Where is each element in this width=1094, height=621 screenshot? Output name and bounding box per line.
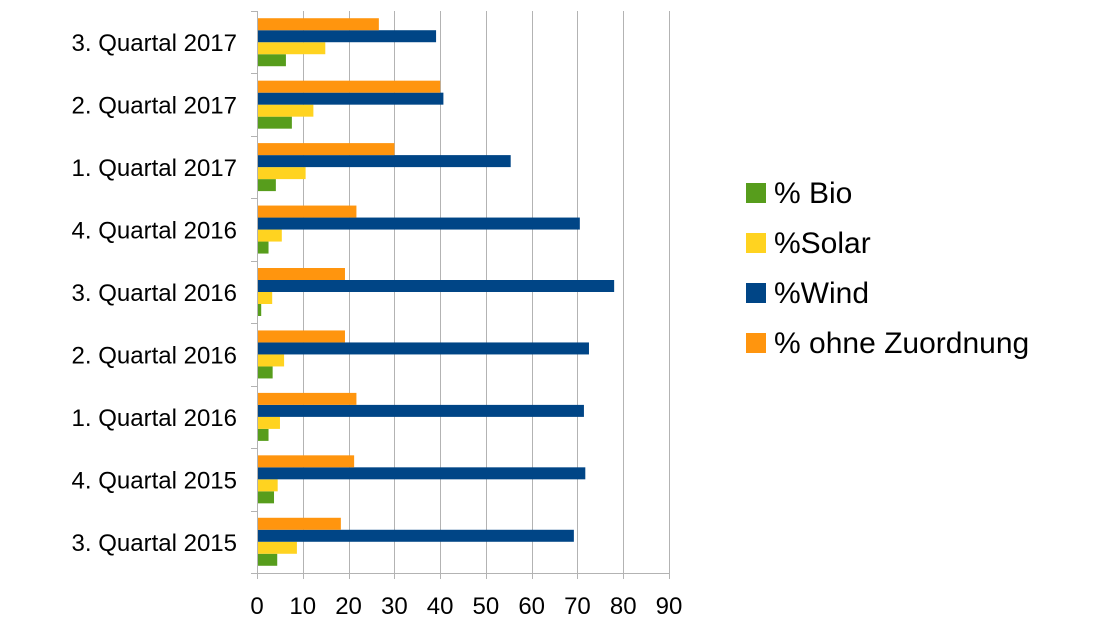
bar-ohne-zuordnung xyxy=(258,455,355,468)
bar-solar xyxy=(258,104,314,117)
bar-bio xyxy=(258,116,292,129)
bars xyxy=(258,18,615,566)
y-category-label: 4. Quartal 2016 xyxy=(72,218,237,245)
y-category-label: 1. Quartal 2016 xyxy=(72,405,237,432)
legend-label: % ohne Zuordnung xyxy=(774,327,1029,360)
legend-label: % Bio xyxy=(774,177,852,210)
bar-solar xyxy=(258,541,297,554)
legend-swatch xyxy=(746,283,766,303)
x-tick-label: 20 xyxy=(335,593,362,616)
bar-bio xyxy=(258,241,269,254)
x-tick-label: 90 xyxy=(656,593,683,616)
labels: 0 10 20 30 40 50 60 70 80 90 3. Quartal 2015 4. Qua… xyxy=(72,30,683,620)
x-tick-label: 30 xyxy=(381,593,408,616)
bar-ohne-zuordnung xyxy=(258,80,441,93)
bar-wind xyxy=(258,217,580,230)
axes xyxy=(251,11,670,579)
bar-ohne-zuordnung xyxy=(258,517,341,530)
bar-solar xyxy=(258,42,326,55)
bar-wind xyxy=(258,30,437,43)
bar-solar xyxy=(258,479,278,492)
bar-wind xyxy=(258,155,511,168)
bar-ohne-zuordnung xyxy=(258,268,345,280)
bar-ohne-zuordnung xyxy=(258,143,395,156)
legend-swatch xyxy=(746,233,766,253)
bar-bio xyxy=(258,491,275,504)
bar-ohne-zuordnung xyxy=(258,205,357,218)
bar-bio xyxy=(258,428,269,441)
x-tick-label: 0 xyxy=(250,593,263,616)
x-tick-label: 50 xyxy=(473,593,500,616)
bar-solar xyxy=(258,167,306,180)
bar-ohne-zuordnung xyxy=(258,392,357,405)
y-category-label: 3. Quartal 2017 xyxy=(72,30,237,57)
legend-label: %Wind xyxy=(774,277,869,310)
x-tick-label: 10 xyxy=(289,593,316,616)
bar-solar xyxy=(258,292,273,304)
bar-ohne-zuordnung xyxy=(258,18,379,31)
x-tick-label: 40 xyxy=(427,593,454,616)
bar-wind xyxy=(258,467,586,480)
bar-ohne-zuordnung xyxy=(258,330,345,343)
x-tick-label: 80 xyxy=(610,593,637,616)
y-category-label: 3. Quartal 2015 xyxy=(72,530,237,557)
y-category-label: 3. Quartal 2016 xyxy=(72,280,237,307)
x-tick-label: 60 xyxy=(518,593,545,616)
bar-wind xyxy=(258,404,584,417)
bar-wind xyxy=(258,342,589,355)
bar-solar xyxy=(258,229,282,242)
legend-swatch xyxy=(746,183,766,203)
bar-wind xyxy=(258,280,615,292)
y-category-label: 2. Quartal 2017 xyxy=(72,93,237,120)
bar-bio xyxy=(258,179,276,192)
x-tick-label: 70 xyxy=(564,593,591,616)
y-category-label: 4. Quartal 2015 xyxy=(72,467,237,494)
y-category-label: 1. Quartal 2017 xyxy=(72,155,237,182)
bar-bio xyxy=(258,366,273,379)
bar-bio xyxy=(258,54,286,67)
bar-solar xyxy=(258,354,285,367)
legend-label: %Solar xyxy=(774,227,871,260)
bar-wind xyxy=(258,529,574,542)
bar-solar xyxy=(258,416,280,429)
bar-bio xyxy=(258,553,278,566)
y-category-label: 2. Quartal 2016 xyxy=(72,342,237,369)
legend-swatch xyxy=(746,333,766,353)
bar-bio xyxy=(258,304,262,316)
bar-wind xyxy=(258,92,444,105)
legend: % Bio %Solar %Wind % ohne Zuordnung xyxy=(746,177,1029,360)
